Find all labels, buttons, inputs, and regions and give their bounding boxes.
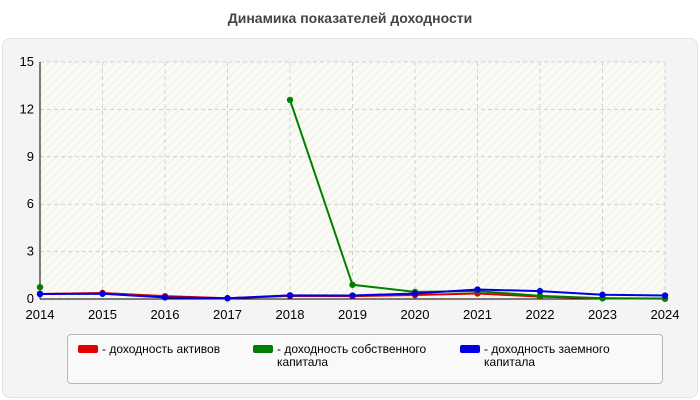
- data-point-1: [349, 281, 356, 288]
- legend-label-equity: - доходность собственного капитала: [277, 342, 427, 369]
- x-tick-label: 2015: [88, 307, 117, 322]
- x-tick-label: 2017: [213, 307, 242, 322]
- x-tick-label: 2022: [526, 307, 555, 322]
- x-tick-label: 2019: [338, 307, 367, 322]
- data-point-2: [286, 292, 294, 299]
- data-point-2: [599, 291, 606, 298]
- x-tick-label: 2018: [276, 307, 305, 322]
- y-tick-label: 0: [27, 291, 34, 306]
- data-point-2: [36, 290, 44, 298]
- y-tick-label: 9: [27, 149, 34, 164]
- data-point-1: [36, 283, 44, 291]
- x-tick-label: 2023: [588, 307, 617, 322]
- legend-swatch-assets: [78, 345, 98, 353]
- x-tick-label: 2014: [26, 307, 55, 322]
- data-point-1: [286, 96, 294, 104]
- chart-title: Динамика показателей доходности: [227, 10, 473, 26]
- legend-label-assets: - доходность активов: [102, 342, 221, 356]
- data-point-2: [99, 290, 106, 297]
- data-point-2: [161, 294, 169, 301]
- data-point-2: [411, 290, 419, 297]
- data-point-2: [661, 292, 669, 299]
- data-point-1: [536, 292, 544, 300]
- x-tick-label: 2020: [401, 307, 430, 322]
- data-point-2: [474, 286, 481, 293]
- data-point-2: [536, 287, 544, 295]
- data-point-2: [224, 295, 231, 302]
- chart-legend: - доходность активов - доходность собств…: [67, 334, 663, 384]
- data-point-2: [349, 292, 356, 299]
- legend-swatch-equity: [253, 345, 273, 353]
- legend-swatch-debt: [460, 345, 480, 353]
- legend-label-debt: - доходность заемного капитала: [484, 342, 610, 369]
- x-tick-label: 2021: [463, 307, 492, 322]
- x-tick-label: 2016: [151, 307, 180, 322]
- x-tick-label: 2024: [651, 307, 680, 322]
- y-tick-label: 15: [20, 54, 34, 69]
- y-tick-label: 3: [27, 244, 34, 259]
- y-tick-label: 12: [20, 101, 34, 116]
- y-tick-label: 6: [27, 196, 34, 211]
